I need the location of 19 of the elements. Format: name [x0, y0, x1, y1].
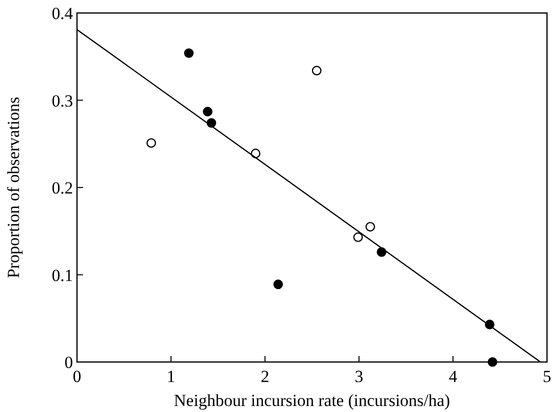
x-tick-label: 5 [542, 367, 552, 386]
point [353, 232, 363, 242]
y-tick-label: 0.1 [52, 266, 73, 285]
y-tick-label: 0.4 [52, 4, 74, 23]
y-tick-label: 0.3 [52, 91, 73, 110]
point [312, 66, 322, 76]
x-axis-title: Neighbour incursion rate (incursions/ha) [174, 391, 450, 410]
x-tick-label: 2 [260, 367, 270, 386]
point [202, 106, 212, 116]
x-tick-label: 1 [166, 367, 176, 386]
y-tick-label: 0.2 [52, 178, 73, 198]
point [273, 280, 283, 290]
y-tick-label: 0 [64, 353, 73, 372]
y-axis-title: Proportion of observations [4, 96, 23, 278]
point [365, 222, 376, 232]
point [184, 48, 194, 58]
point [146, 138, 156, 148]
x-tick-label: 4 [448, 367, 458, 386]
x-tick-label: 3 [354, 367, 364, 386]
